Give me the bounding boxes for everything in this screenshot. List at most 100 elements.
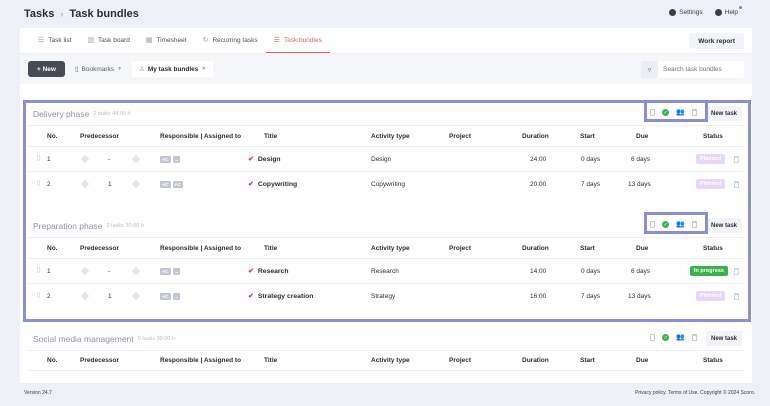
avatar: AC [160, 292, 171, 300]
assignees[interactable]: AC... [160, 267, 182, 275]
col-predecessor: Predecessor [80, 357, 120, 364]
predecessor-value: - [108, 155, 111, 163]
col-title: Title [264, 357, 278, 364]
tab-recurring-tasks[interactable]: ↻ Recurring tasks [195, 28, 266, 53]
top-bar: Tasks › Task bundles Settings Help [0, 0, 770, 28]
selection-highlight [23, 100, 751, 322]
row-no: 2 [47, 292, 51, 300]
check-circle-icon[interactable]: ✓ [662, 334, 670, 341]
my-task-bundles-dropdown[interactable]: ♙ My task bundles ▼ [132, 61, 214, 77]
col-due: Due [636, 132, 649, 140]
bundle-actions: ✓ 👥 [650, 334, 697, 341]
assignees[interactable]: AC... [160, 155, 182, 163]
check-circle-icon[interactable]: ✓ [662, 221, 670, 228]
copy-icon[interactable] [650, 109, 656, 116]
new-button[interactable]: + New [28, 61, 65, 77]
title-text: Research [257, 268, 289, 275]
bundle-title[interactable]: Delivery phase [33, 109, 90, 119]
col-predecessor: Predecessor [80, 132, 120, 140]
trash-icon[interactable] [692, 334, 697, 341]
due: 13 days [628, 180, 651, 188]
bookmarks-dropdown[interactable]: ▯ Bookmarks ▼ [75, 65, 123, 74]
trash-icon[interactable] [692, 221, 697, 228]
due: 6 days [631, 155, 651, 163]
tab-timesheet[interactable]: ▦ Timesheet [138, 28, 195, 53]
tab-label: Task bundles [283, 36, 322, 44]
bundle-title[interactable]: Preparation phase [33, 221, 103, 231]
drag-handle-icon[interactable]: ⠿ [36, 268, 42, 275]
status-badge[interactable]: Planned [696, 154, 726, 164]
settings-button[interactable]: Settings [669, 9, 703, 16]
status-badge[interactable]: In progress [690, 266, 728, 276]
col-duration: Duration [522, 244, 549, 252]
col-no: No. [47, 244, 58, 252]
version-label: Version 24.7 [24, 390, 52, 396]
activity-type: Design [371, 155, 392, 163]
new-task-button[interactable]: New task [705, 106, 742, 121]
bundle-title[interactable]: Social media management [33, 334, 134, 344]
task-title[interactable]: ✔ Copywriting [248, 180, 297, 188]
task-title[interactable]: ✔ Research [248, 267, 288, 275]
users-icon[interactable]: 👥 [676, 221, 685, 228]
trash-icon[interactable] [692, 109, 697, 116]
col-due: Due [636, 357, 649, 364]
tab-task-board[interactable]: ▥ Task board [79, 28, 137, 53]
tab-label: Task list [48, 36, 72, 44]
work-report-button[interactable]: Work report [689, 33, 744, 49]
legal-links[interactable]: Privacy policy. Terms of Use. Copyright … [635, 390, 755, 396]
table-row[interactable]: ⠿ 1 - AC... ✔ Design Design 24:00 0 days … [28, 146, 744, 171]
assignees[interactable]: AC... [160, 292, 182, 300]
copy-icon[interactable] [650, 334, 656, 341]
help-button[interactable]: Help [714, 6, 742, 16]
filter-icon: ▿ [647, 66, 652, 74]
check-icon: ✔ [248, 293, 254, 300]
due: 13 days [628, 292, 651, 300]
bundle-meta: 2 tasks 30:00 h [106, 223, 144, 229]
table-row[interactable]: ⠿ 2 1 AC AC ✔ Copywriting Copywriting 20:0… [28, 171, 744, 196]
tab-label: Task board [98, 36, 130, 44]
main-card: ☰ Task list ▥ Task board ▦ Timesheet ↻ Recur… [20, 28, 752, 383]
filter-button[interactable]: ▿ [641, 61, 658, 78]
col-project: Project [449, 244, 472, 252]
col-due: Due [636, 244, 649, 252]
grid-icon: ▦ [145, 37, 153, 44]
trash-icon[interactable] [734, 268, 739, 275]
copy-icon[interactable] [650, 221, 656, 228]
chevron-down-icon: ▼ [117, 66, 123, 72]
new-task-button[interactable]: New task [705, 331, 742, 346]
table-row[interactable]: ⠿ 2 1 AC... ✔ Strategy creation Strategy … [28, 283, 744, 308]
tab-task-list[interactable]: ☰ Task list [30, 28, 79, 53]
assignees[interactable]: AC AC [160, 180, 185, 188]
task-title[interactable]: ✔ Strategy creation [248, 292, 313, 300]
table-row[interactable]: ⠿ 1 - AC... ✔ Research Research 14:00 0 d… [28, 258, 744, 283]
drag-handle-icon[interactable]: ⠿ [36, 181, 42, 188]
new-task-button[interactable]: New task [705, 218, 742, 233]
bundle-actions: ✓ 👥 [650, 109, 697, 116]
activity-type: Copywriting [371, 180, 405, 188]
tab-task-bundles[interactable]: ☰ Task bundles [265, 28, 330, 53]
col-responsible: Responsible | Assigned to [160, 244, 242, 252]
breadcrumb-tasks[interactable]: Tasks [24, 8, 55, 20]
trash-icon[interactable] [734, 156, 739, 163]
start: 7 days [581, 292, 601, 300]
users-icon[interactable]: 👥 [676, 334, 685, 341]
drag-handle-icon[interactable]: ⠿ [36, 156, 42, 163]
col-start: Start [580, 132, 595, 140]
row-no: 1 [47, 267, 51, 275]
check-circle-icon[interactable]: ✓ [662, 109, 670, 116]
avatar: ... [172, 292, 181, 300]
task-title[interactable]: ✔ Design [248, 155, 281, 163]
status-badge[interactable]: Planned [696, 179, 726, 189]
drag-handle-icon[interactable]: ⠿ [36, 293, 42, 300]
trash-icon[interactable] [734, 181, 739, 188]
notification-dot [739, 6, 742, 9]
trash-icon[interactable] [734, 293, 739, 300]
status-badge[interactable]: Planned [696, 291, 726, 301]
search-input[interactable] [658, 61, 744, 78]
settings-label: Settings [679, 9, 703, 16]
toolbar: + New ▯ Bookmarks ▼ ♙ My task bundles ▼ … [20, 54, 752, 84]
bundle-meta: 0 tasks 00:00 h [137, 336, 175, 342]
avatar: ... [172, 267, 181, 275]
duration: 20:00 [530, 180, 547, 188]
users-icon[interactable]: 👥 [676, 109, 685, 116]
